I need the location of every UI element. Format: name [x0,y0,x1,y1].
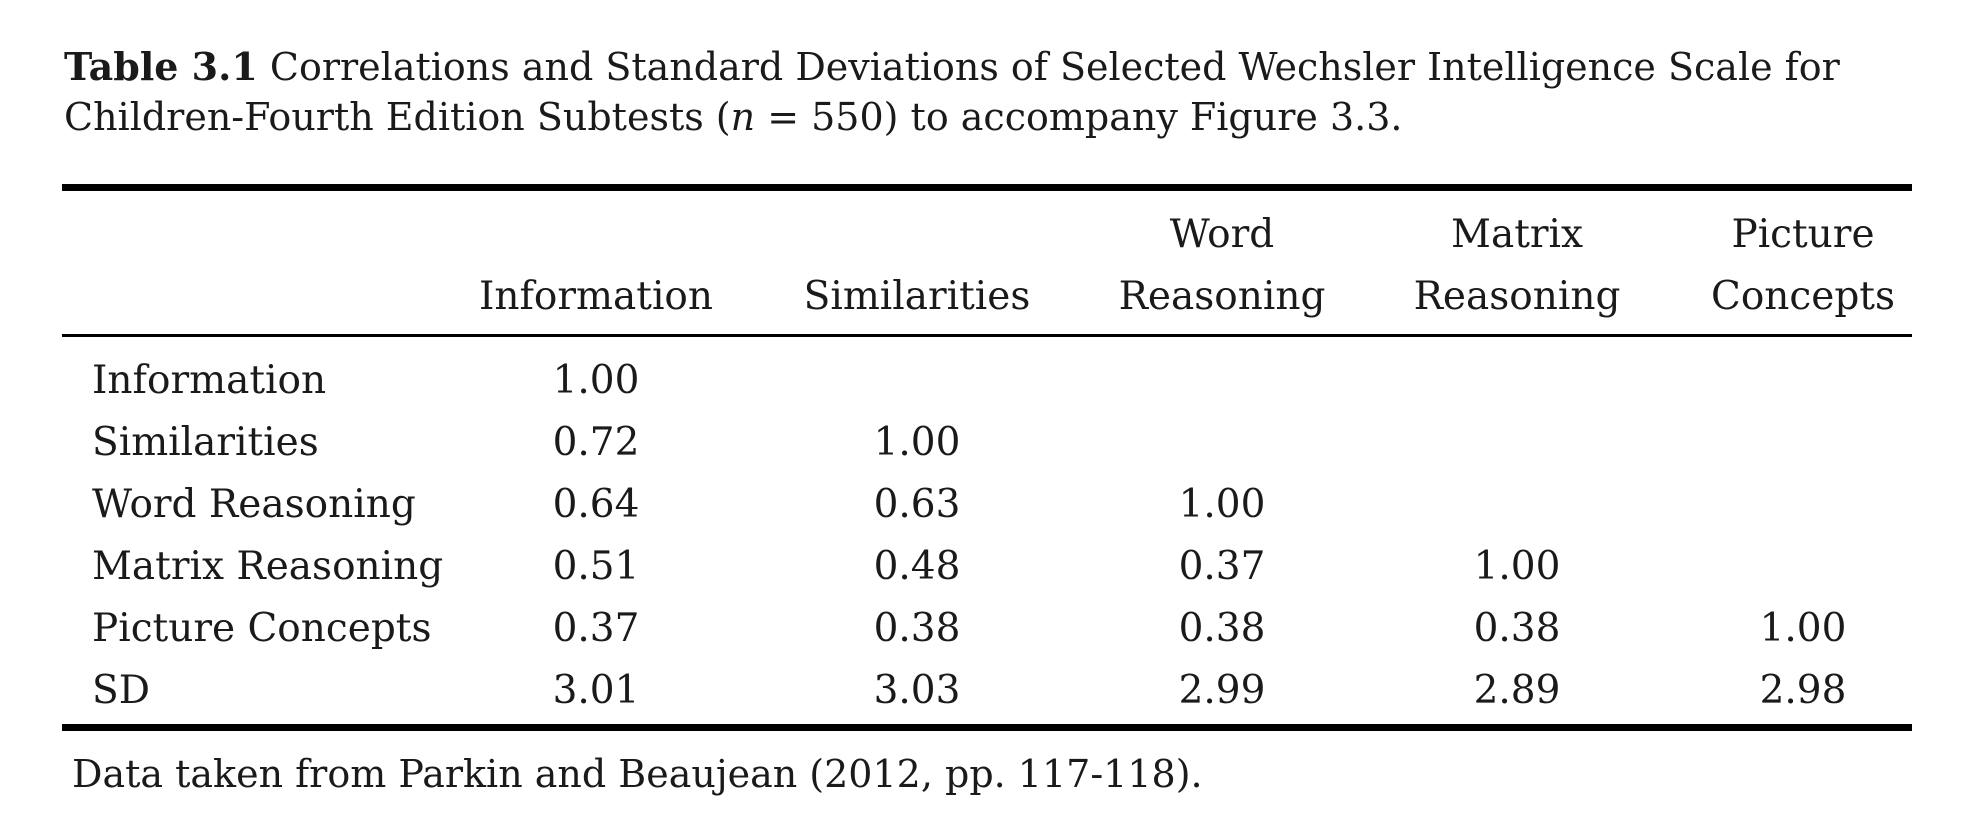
table-cell: 0.37 [1178,544,1266,589]
table-cell: 0.48 [873,544,961,589]
table-cell: 0.38 [873,606,961,651]
column-header-line1: Word [1169,212,1275,257]
table-cell: 1.00 [1178,482,1266,527]
caption-text-start: Correlations and Standard Deviations of … [64,45,1840,139]
caption-variable: n [730,95,756,139]
column-header-line1: Picture [1731,212,1875,257]
table-note: Data taken from Parkin and Beaujean (201… [72,752,1203,796]
table-cell: 2.89 [1473,668,1561,713]
row-label: Picture Concepts [92,606,432,651]
row-label: Information [92,358,327,403]
column-header-line1: Matrix [1451,212,1583,257]
table-cell: 0.51 [552,544,640,589]
table-cell: 0.63 [873,482,961,527]
column-header: Matrix Reasoning [1367,204,1667,328]
top-rule [62,184,1912,191]
column-header: Picture Concepts [1653,204,1953,328]
column-header-line2: Reasoning [1118,274,1326,319]
table-cell: 0.37 [552,606,640,651]
table-cell: 1.00 [1473,544,1561,589]
column-header-line2: Reasoning [1413,274,1621,319]
column-header: Similarities [767,204,1067,328]
caption-label: Table 3.1 [64,44,258,89]
column-header: Word Reasoning [1072,204,1372,328]
column-header: Information [446,204,746,328]
column-header-line2: Concepts [1710,274,1895,319]
table-cell: 2.98 [1759,668,1847,713]
column-header-line1 [767,204,1067,266]
table-cell: 1.00 [873,420,961,465]
row-label: Similarities [92,420,319,465]
caption-text-end: = 550) to accompany Figure 3.3. [755,95,1403,139]
table-cell: 3.01 [552,668,640,713]
row-label: SD [92,668,150,713]
table-cell: 0.38 [1473,606,1561,651]
table-cell: 1.00 [1759,606,1847,651]
table-cell: 1.00 [552,358,640,403]
table-cell: 0.72 [552,420,640,465]
table-cell: 2.99 [1178,668,1266,713]
table-cell: 0.38 [1178,606,1266,651]
column-header-line1 [446,204,746,266]
table-cell: 3.03 [873,668,961,713]
column-header-line2: Similarities [803,274,1031,319]
table-cell: 0.64 [552,482,640,527]
row-label: Word Reasoning [92,482,416,527]
row-label: Matrix Reasoning [92,544,444,589]
table-caption: Table 3.1 Correlations and Standard Devi… [64,42,1924,142]
header-rule [62,334,1912,337]
bottom-rule [62,724,1912,731]
column-header-line2: Information [478,274,714,319]
